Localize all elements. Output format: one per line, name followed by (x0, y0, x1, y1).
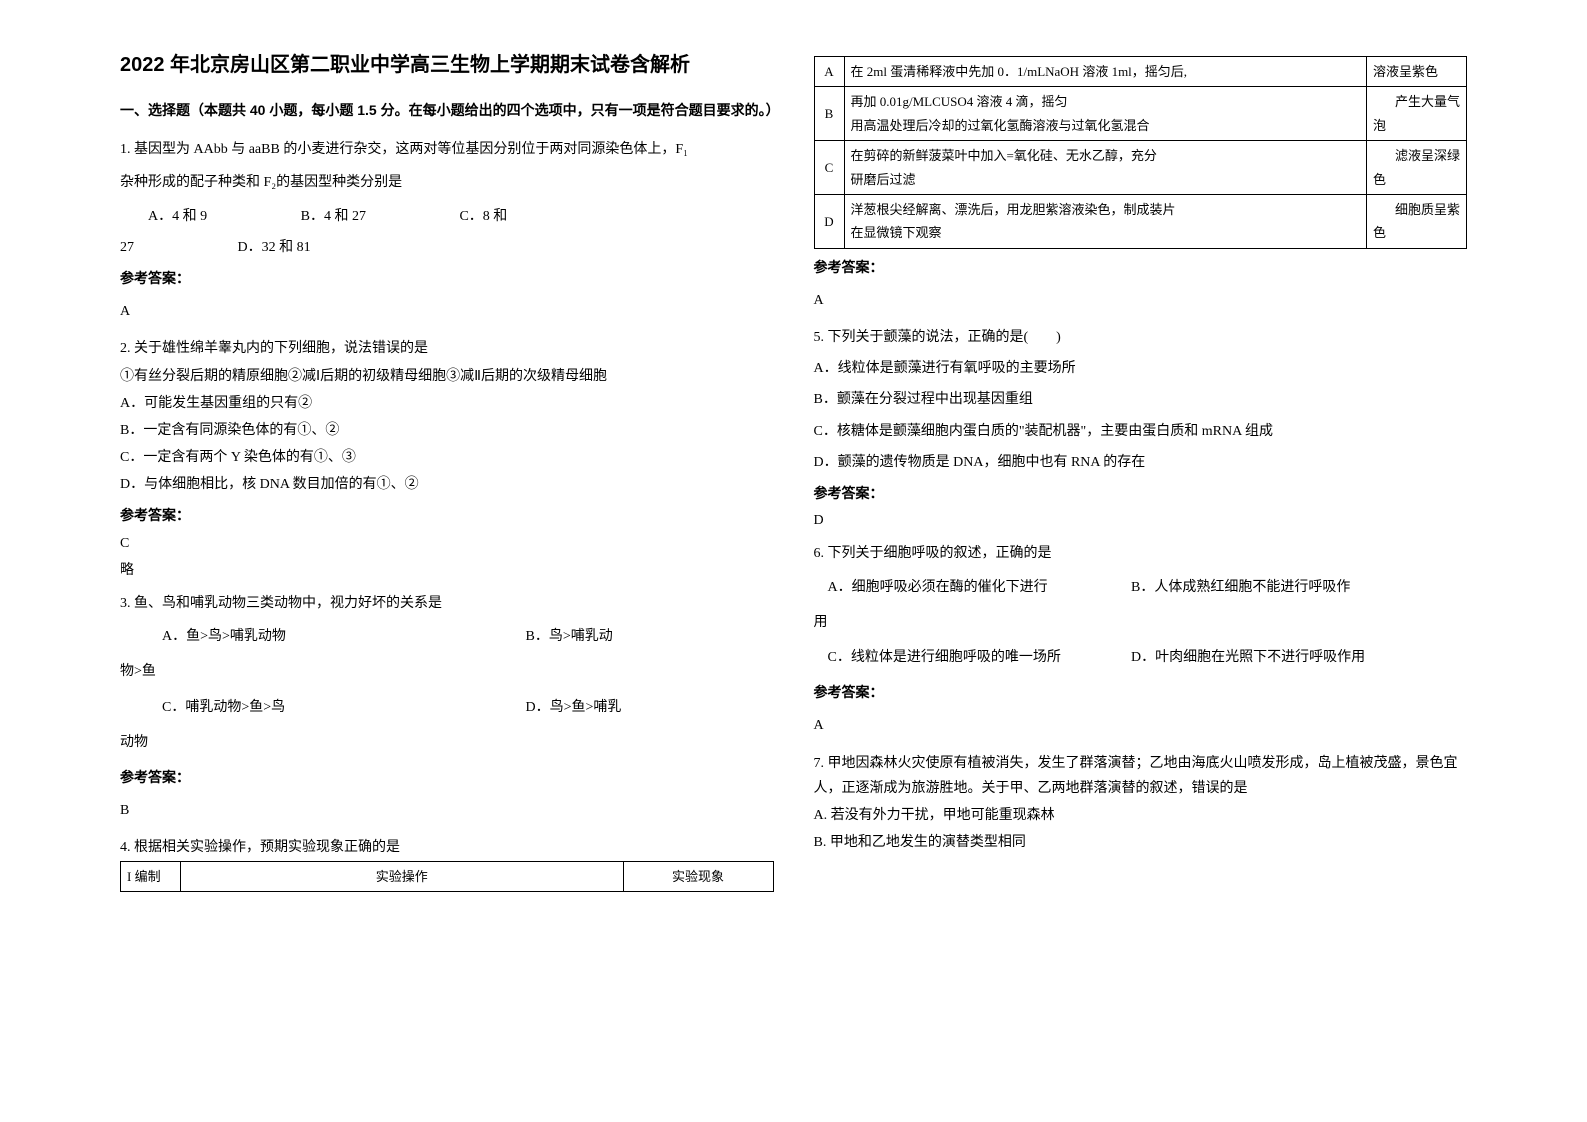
q3-b: B．鸟>哺乳动 (526, 629, 613, 644)
q5-a: A．线粒体是颤藻进行有氧呼吸的主要场所 (814, 356, 1468, 381)
answer-label: 参考答案： (814, 481, 1468, 506)
q5-b: B．颤藻在分裂过程中出现基因重组 (814, 387, 1468, 412)
question-5: 5. 下列关于颤藻的说法，正确的是( ) A．线粒体是颤藻进行有氧呼吸的主要场所… (814, 325, 1468, 533)
answer-label: 参考答案： (814, 680, 1468, 705)
q1-line1: 1. 基因型为 AAbb 与 aaBB 的小麦进行杂交，这两对等位基因分别位于两… (120, 137, 774, 162)
row-id: C (814, 141, 844, 195)
q1-optD: D．32 和 81 (238, 240, 311, 255)
question-6: 6. 下列关于细胞呼吸的叙述，正确的是 A．细胞呼吸必须在酶的催化下进行 B．人… (814, 541, 1468, 738)
q4-text: 4. 根据相关实验操作，预期实验现象正确的是 (120, 835, 774, 860)
q6-a: A．细胞呼吸必须在酶的催化下进行 (828, 575, 1128, 600)
q4-table-header: I 编制 实验操作 实验现象 (120, 861, 774, 892)
q1-optA: A．4 和 9 (148, 204, 207, 229)
question-4: 4. 根据相关实验操作，预期实验现象正确的是 I 编制 实验操作 实验现象 (120, 835, 774, 892)
row-op: 在剪碎的新鲜菠菜叶中加入=氧化硅、无水乙醇，充分 研磨后过滤 (844, 141, 1367, 195)
q1-line3: 27 (120, 240, 134, 255)
question-3: 3. 鱼、鸟和哺乳动物三类动物中，视力好坏的关系是 A．鱼>鸟>哺乳动物 B．鸟… (120, 591, 774, 823)
q6-b: B．人体成熟红细胞不能进行呼吸作 (1131, 580, 1350, 595)
q2-d: D．与体细胞相比，核 DNA 数目加倍的有①、② (120, 472, 774, 497)
q5-text: 5. 下列关于颤藻的说法，正确的是( ) (814, 325, 1468, 350)
left-column: 2022 年北京房山区第二职业中学高三生物上学期期末试卷含解析 一、选择题（本题… (100, 50, 794, 1072)
q2-b: B．一定含有同源染色体的有①、② (120, 418, 774, 443)
row-op: 再加 0.01g/MLCUSO4 溶液 4 滴，摇匀 用高温处理后冷却的过氧化氢… (844, 87, 1367, 141)
row-res: 滤液呈深绿 色 (1367, 141, 1467, 195)
page-title: 2022 年北京房山区第二职业中学高三生物上学期期末试卷含解析 (120, 50, 774, 80)
q5-c: C．核糖体是颤藻细胞内蛋白质的"装配机器"，主要由蛋白质和 mRNA 组成 (814, 419, 1468, 444)
q6-text: 6. 下列关于细胞呼吸的叙述，正确的是 (814, 541, 1468, 566)
q1-optC: C．8 和 (459, 204, 507, 229)
q1-optB: B．4 和 27 (301, 204, 366, 229)
q6-d: D．叶肉细胞在光照下不进行呼吸作用 (1131, 650, 1365, 665)
q2-text: 2. 关于雄性绵羊睾丸内的下列细胞，说法错误的是 (120, 336, 774, 361)
q3-b2: 物>鱼 (120, 659, 774, 684)
q6-c: C．线粒体是进行细胞呼吸的唯一场所 (828, 645, 1128, 670)
th3: 实验现象 (623, 861, 773, 891)
q5-answer: D (814, 508, 1468, 533)
section-header: 一、选择题（本题共 40 小题，每小题 1.5 分。在每小题给出的四个选项中，只… (120, 98, 774, 123)
th2: 实验操作 (181, 861, 624, 891)
answer-label: 参考答案： (120, 765, 774, 790)
q3-answer: B (120, 798, 774, 823)
q2-note: 略 (120, 558, 774, 583)
q6-answer: A (814, 713, 1468, 738)
row-id: A (814, 57, 844, 87)
table-row: B 再加 0.01g/MLCUSO4 溶液 4 滴，摇匀 用高温处理后冷却的过氧… (814, 87, 1467, 141)
answer-label: 参考答案： (120, 503, 774, 528)
q2-l1: ①有丝分裂后期的精原细胞②减Ⅰ后期的初级精母细胞③减Ⅱ后期的次级精母细胞 (120, 364, 774, 389)
q1-answer: A (120, 299, 774, 324)
row-op: 在 2ml 蛋清稀释液中先加 0．1/mLNaOH 溶液 1ml，摇匀后, (844, 57, 1367, 87)
answer-label: 参考答案： (814, 255, 1468, 280)
question-7: 7. 甲地因森林火灾使原有植被消失，发生了群落演替；乙地由海底火山喷发形成，岛上… (814, 751, 1468, 856)
q1-line2: 杂种形成的配子种类和 F₂的基因型种类分别是 (120, 170, 774, 195)
q4-answer: A (814, 288, 1468, 313)
q6-b2: 用 (814, 610, 1468, 635)
row-op: 洋葱根尖经解离、漂洗后，用龙胆紫溶液染色，制成装片 在显微镜下观察 (844, 194, 1367, 248)
q2-answer: C (120, 531, 774, 556)
th1: I 编制 (121, 861, 181, 891)
question-1: 1. 基因型为 AAbb 与 aaBB 的小麦进行杂交，这两对等位基因分别位于两… (120, 137, 774, 324)
q7-a: A. 若没有外力干扰，甲地可能重现森林 (814, 803, 1468, 828)
q7-text: 7. 甲地因森林火灾使原有植被消失，发生了群落演替；乙地由海底火山喷发形成，岛上… (814, 751, 1468, 801)
experiment-table: A 在 2ml 蛋清稀释液中先加 0．1/mLNaOH 溶液 1ml，摇匀后, … (814, 56, 1468, 249)
table-row: A 在 2ml 蛋清稀释液中先加 0．1/mLNaOH 溶液 1ml，摇匀后, … (814, 57, 1467, 87)
table-row: C 在剪碎的新鲜菠菜叶中加入=氧化硅、无水乙醇，充分 研磨后过滤 滤液呈深绿 色 (814, 141, 1467, 195)
q2-a: A．可能发生基因重组的只有② (120, 391, 774, 416)
row-id: B (814, 87, 844, 141)
q3-d: D．鸟>鱼>哺乳 (526, 700, 622, 715)
q7-b: B. 甲地和乙地发生的演替类型相同 (814, 830, 1468, 855)
row-res: 产生大量气 泡 (1367, 87, 1467, 141)
row-res: 细胞质呈紫 色 (1367, 194, 1467, 248)
q3-c: C．哺乳动物>鱼>鸟 (162, 695, 522, 720)
q3-text: 3. 鱼、鸟和哺乳动物三类动物中，视力好坏的关系是 (120, 591, 774, 616)
q5-d: D．颤藻的遗传物质是 DNA，细胞中也有 RNA 的存在 (814, 450, 1468, 475)
answer-label: 参考答案： (120, 266, 774, 291)
right-column: A 在 2ml 蛋清稀释液中先加 0．1/mLNaOH 溶液 1ml，摇匀后, … (794, 50, 1488, 1072)
row-id: D (814, 194, 844, 248)
q3-a: A．鱼>鸟>哺乳动物 (162, 624, 522, 649)
question-2: 2. 关于雄性绵羊睾丸内的下列细胞，说法错误的是 ①有丝分裂后期的精原细胞②减Ⅰ… (120, 336, 774, 583)
table-row: D 洋葱根尖经解离、漂洗后，用龙胆紫溶液染色，制成装片 在显微镜下观察 细胞质呈… (814, 194, 1467, 248)
row-res: 溶液呈紫色 (1367, 57, 1467, 87)
q2-c: C．一定含有两个 Y 染色体的有①、③ (120, 445, 774, 470)
q3-d2: 动物 (120, 730, 774, 755)
